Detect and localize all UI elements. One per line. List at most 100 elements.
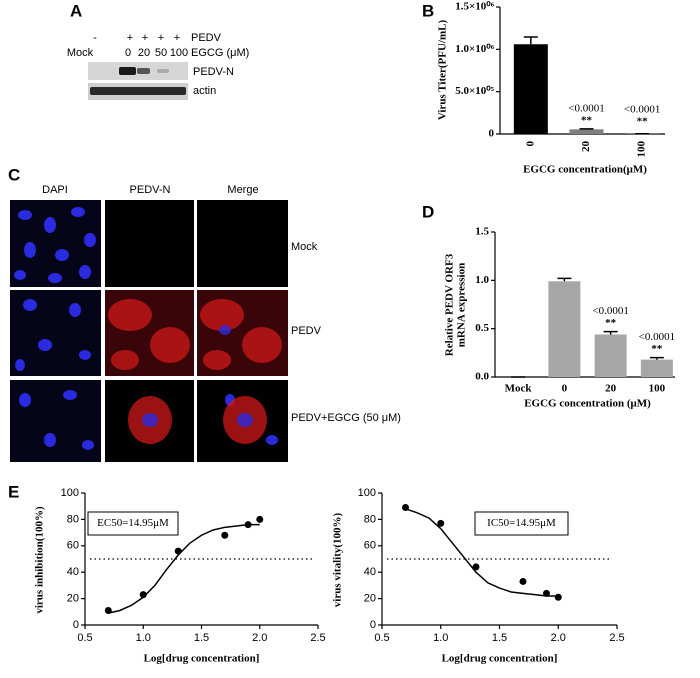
y-tick-label: 0 — [489, 128, 495, 140]
x-tick-label: 1.5 — [194, 632, 209, 644]
x-tick-label: 0.5 — [77, 632, 92, 644]
virus-label: PEDV — [191, 32, 222, 44]
y-tick-label: 5.0×10⁰⁵ — [455, 85, 494, 97]
panel-label: A — [70, 1, 82, 20]
data-point — [256, 515, 264, 523]
row-label: Mock — [291, 241, 318, 253]
fit-curve — [405, 508, 559, 597]
virus-sign: + — [127, 32, 133, 44]
data-point — [543, 589, 550, 597]
row-label: PEDV — [291, 325, 322, 337]
y-tick-label: 20 — [364, 593, 376, 605]
data-point — [221, 531, 229, 539]
y-tick-label: 0 — [73, 619, 79, 631]
lane-label: 20 — [138, 47, 150, 59]
y-tick-label: 40 — [364, 566, 376, 578]
x-axis-title: EGCG concentration(μM) — [523, 164, 647, 176]
y-axis-title: Virus Titer(PFU/mL) — [437, 20, 449, 121]
x-tick-label: 20 — [605, 383, 617, 395]
data-point — [554, 593, 562, 601]
y-tick-label: 80 — [67, 513, 79, 525]
column-header: DAPI — [42, 184, 68, 196]
virus-sign: - — [93, 32, 97, 44]
x-axis-title: Log[drug concentration] — [442, 653, 558, 665]
virus-sign: + — [158, 32, 164, 44]
data-point — [402, 504, 409, 512]
data-point — [104, 606, 112, 614]
data-point — [519, 577, 527, 585]
x-tick-label: 2.5 — [609, 632, 624, 644]
y-tick-label: 0.0 — [475, 371, 489, 383]
annotation-box — [474, 511, 569, 536]
y-tick-label: 1.5×10⁰⁶ — [455, 1, 494, 13]
significance-label: ** — [605, 317, 617, 329]
panel-label: D — [422, 202, 434, 221]
virus-sign: + — [174, 32, 180, 44]
x-tick-label: 0 — [562, 383, 568, 395]
y-tick-label: 0.5 — [475, 322, 489, 334]
annotation: EC50=14.95μM — [97, 517, 169, 529]
x-tick-label: 1.0 — [433, 632, 448, 644]
lane-label: 100 — [170, 47, 188, 59]
annotation: IC50=14.95μM — [487, 517, 556, 529]
p-value-label: <0.0001 — [624, 104, 660, 116]
x-axis-title: EGCG concentration (μM) — [524, 398, 651, 410]
bar — [548, 281, 581, 377]
x-axis-title: Log[drug concentration] — [144, 653, 260, 665]
y-tick-label: 40 — [67, 566, 79, 578]
lane-label: 0 — [125, 47, 131, 59]
error-bar — [603, 330, 618, 335]
x-tick-label: 2.0 — [252, 632, 267, 644]
significance-label: ** — [581, 114, 593, 126]
y-tick-label: 0 — [370, 619, 376, 631]
x-tick-label: 20 — [580, 141, 592, 153]
error-bar — [649, 356, 664, 360]
x-tick-label: 100 — [649, 383, 666, 395]
blot-image — [88, 62, 188, 100]
panel-label: C — [8, 165, 20, 184]
y-axis-title: mRNA expression — [456, 263, 468, 347]
y-tick-label: 1.5 — [475, 226, 489, 238]
band-label: actin — [193, 85, 216, 97]
p-value-label: <0.0001 — [568, 102, 604, 114]
y-axis-title: Relative PEDV ORF3 — [444, 253, 456, 356]
y-tick-label: 60 — [364, 540, 376, 552]
annotation-box — [87, 511, 179, 536]
column-header: Merge — [227, 184, 258, 196]
y-tick-label: 100 — [358, 487, 376, 499]
p-value-label: <0.0001 — [639, 331, 675, 343]
microscopy-images — [10, 200, 288, 462]
row-label: PEDV+EGCG (50 μM) — [291, 412, 401, 424]
error-bar — [579, 128, 594, 130]
panel-label: B — [422, 1, 434, 20]
data-point — [174, 547, 182, 555]
x-tick-label: 2.0 — [551, 632, 566, 644]
x-tick-label: 1.0 — [136, 632, 151, 644]
y-tick-label: 60 — [67, 540, 79, 552]
y-axis-title: virus vitality(100%) — [332, 512, 344, 607]
error-bar — [523, 36, 538, 45]
treatment-label: EGCG (μM) — [191, 47, 249, 59]
bar — [640, 359, 673, 377]
bar — [513, 44, 548, 134]
panel-label: E — [8, 482, 19, 501]
x-tick-label: 100 — [636, 141, 648, 158]
y-tick-label: 20 — [67, 593, 79, 605]
significance-label: ** — [637, 116, 649, 128]
x-tick-label: 0.5 — [374, 632, 389, 644]
x-tick-label: Mock — [505, 383, 533, 395]
lane-label: 50 — [155, 47, 167, 59]
lane-label: Mock — [67, 47, 94, 59]
fit-curve — [108, 523, 260, 614]
y-tick-label: 80 — [364, 513, 376, 525]
y-tick-label: 1.0×10⁰⁶ — [455, 43, 494, 55]
column-header: PEDV-N — [130, 184, 171, 196]
data-point — [244, 521, 252, 529]
error-bar — [557, 277, 572, 282]
y-axis-title: virus inhibition(100%) — [34, 506, 46, 614]
p-value-label: <0.0001 — [592, 305, 628, 317]
virus-sign: + — [142, 32, 148, 44]
y-tick-label: 1.0 — [475, 274, 489, 286]
